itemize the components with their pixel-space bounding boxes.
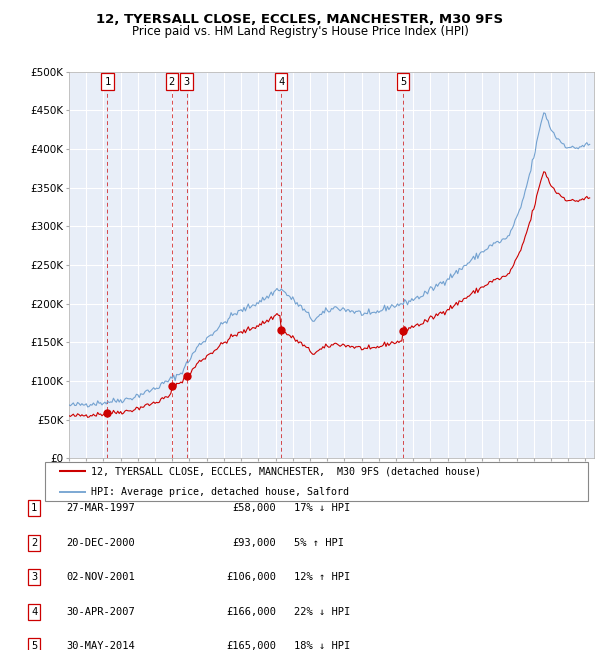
- Text: £106,000: £106,000: [226, 572, 276, 582]
- Text: £165,000: £165,000: [226, 641, 276, 650]
- Text: 2: 2: [169, 77, 175, 86]
- Text: 17% ↓ HPI: 17% ↓ HPI: [294, 503, 350, 514]
- Text: 18% ↓ HPI: 18% ↓ HPI: [294, 641, 350, 650]
- Text: 4: 4: [278, 77, 284, 86]
- Text: 3: 3: [184, 77, 190, 86]
- Text: £166,000: £166,000: [226, 606, 276, 617]
- Text: 12, TYERSALL CLOSE, ECCLES, MANCHESTER,  M30 9FS (detached house): 12, TYERSALL CLOSE, ECCLES, MANCHESTER, …: [91, 466, 481, 476]
- Text: 5: 5: [31, 641, 37, 650]
- Text: 27-MAR-1997: 27-MAR-1997: [66, 503, 135, 514]
- Text: 3: 3: [31, 572, 37, 582]
- Text: 20-DEC-2000: 20-DEC-2000: [66, 538, 135, 548]
- Text: 22% ↓ HPI: 22% ↓ HPI: [294, 606, 350, 617]
- Text: 1: 1: [104, 77, 110, 86]
- Text: £58,000: £58,000: [232, 503, 276, 514]
- Text: 02-NOV-2001: 02-NOV-2001: [66, 572, 135, 582]
- Text: 30-APR-2007: 30-APR-2007: [66, 606, 135, 617]
- Text: 4: 4: [31, 606, 37, 617]
- Text: £93,000: £93,000: [232, 538, 276, 548]
- FancyBboxPatch shape: [45, 462, 588, 501]
- Text: Price paid vs. HM Land Registry's House Price Index (HPI): Price paid vs. HM Land Registry's House …: [131, 25, 469, 38]
- Text: 12, TYERSALL CLOSE, ECCLES, MANCHESTER, M30 9FS: 12, TYERSALL CLOSE, ECCLES, MANCHESTER, …: [97, 13, 503, 26]
- Text: 12% ↑ HPI: 12% ↑ HPI: [294, 572, 350, 582]
- Text: 5% ↑ HPI: 5% ↑ HPI: [294, 538, 344, 548]
- Text: 1: 1: [31, 503, 37, 514]
- Text: 30-MAY-2014: 30-MAY-2014: [66, 641, 135, 650]
- Text: 2: 2: [31, 538, 37, 548]
- Text: HPI: Average price, detached house, Salford: HPI: Average price, detached house, Salf…: [91, 487, 349, 497]
- Text: 5: 5: [400, 77, 406, 86]
